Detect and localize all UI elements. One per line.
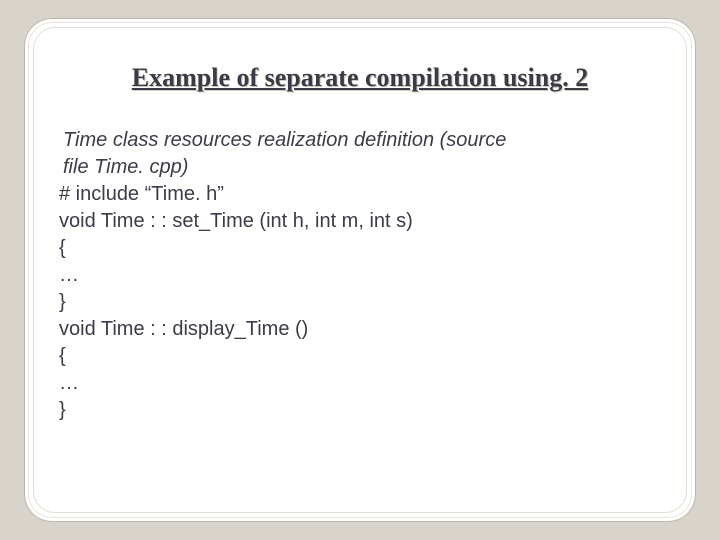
intro-line-2: file Time. cpp) bbox=[59, 154, 661, 181]
code-line-3: { bbox=[59, 235, 661, 262]
slide-body: Time class resources realization definit… bbox=[59, 127, 661, 424]
code-line-7: { bbox=[59, 343, 661, 370]
code-line-4: … bbox=[59, 262, 661, 289]
code-line-5: } bbox=[59, 289, 661, 316]
code-line-2: void Time : : set_Time (int h, int m, in… bbox=[59, 208, 661, 235]
code-line-1: # include “Time. h” bbox=[59, 181, 661, 208]
intro-line-1: Time class resources realization definit… bbox=[59, 127, 661, 154]
code-line-8: … bbox=[59, 370, 661, 397]
slide-card: Example of separate compilation using. 2… bbox=[24, 18, 696, 522]
code-line-6: void Time : : display_Time () bbox=[59, 316, 661, 343]
slide-title: Example of separate compilation using. 2 bbox=[59, 63, 661, 93]
code-line-9: } bbox=[59, 397, 661, 424]
